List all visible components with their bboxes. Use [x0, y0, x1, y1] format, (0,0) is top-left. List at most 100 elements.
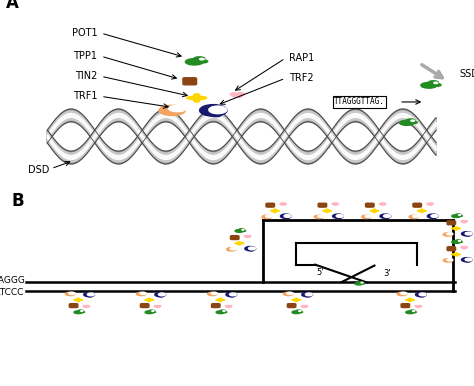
Ellipse shape — [420, 209, 423, 211]
Ellipse shape — [326, 209, 328, 211]
Text: TRF1: TRF1 — [73, 91, 97, 102]
Ellipse shape — [302, 306, 307, 307]
Ellipse shape — [281, 203, 285, 205]
Ellipse shape — [87, 293, 94, 296]
Ellipse shape — [418, 210, 422, 212]
Ellipse shape — [69, 292, 75, 295]
FancyBboxPatch shape — [140, 304, 149, 308]
Ellipse shape — [81, 311, 83, 312]
FancyBboxPatch shape — [211, 304, 220, 308]
Ellipse shape — [406, 311, 414, 314]
Ellipse shape — [337, 217, 341, 218]
Ellipse shape — [194, 57, 205, 60]
Ellipse shape — [265, 215, 272, 217]
Ellipse shape — [233, 95, 242, 97]
Ellipse shape — [365, 215, 371, 217]
Ellipse shape — [149, 310, 154, 312]
Text: 5': 5' — [316, 268, 324, 277]
Ellipse shape — [230, 93, 238, 95]
Text: TTAGGGTTAG.: TTAGGGTTAG. — [334, 98, 385, 107]
Ellipse shape — [145, 311, 154, 314]
Ellipse shape — [373, 210, 376, 211]
Ellipse shape — [458, 240, 461, 241]
Ellipse shape — [419, 293, 426, 296]
Ellipse shape — [232, 93, 242, 97]
Ellipse shape — [248, 247, 255, 250]
FancyBboxPatch shape — [413, 203, 421, 207]
Ellipse shape — [159, 105, 185, 115]
Ellipse shape — [370, 210, 374, 212]
Ellipse shape — [298, 312, 302, 313]
Ellipse shape — [336, 215, 343, 217]
Ellipse shape — [397, 292, 407, 296]
Ellipse shape — [447, 233, 453, 235]
Ellipse shape — [238, 243, 241, 244]
Ellipse shape — [230, 248, 236, 250]
Ellipse shape — [430, 203, 433, 204]
Ellipse shape — [418, 305, 421, 306]
Ellipse shape — [334, 204, 337, 205]
Ellipse shape — [406, 119, 415, 122]
Ellipse shape — [74, 311, 82, 314]
Ellipse shape — [465, 258, 472, 261]
Ellipse shape — [456, 254, 460, 255]
Ellipse shape — [326, 210, 328, 211]
Ellipse shape — [220, 310, 225, 312]
Ellipse shape — [208, 292, 217, 296]
Ellipse shape — [416, 306, 420, 307]
Ellipse shape — [314, 215, 324, 218]
Ellipse shape — [241, 230, 246, 231]
Ellipse shape — [155, 293, 165, 297]
Ellipse shape — [247, 235, 251, 237]
Ellipse shape — [462, 257, 472, 262]
Ellipse shape — [380, 203, 383, 204]
Ellipse shape — [238, 243, 241, 245]
Ellipse shape — [452, 215, 460, 217]
Ellipse shape — [428, 81, 438, 84]
Ellipse shape — [200, 58, 204, 60]
Ellipse shape — [359, 282, 363, 283]
Polygon shape — [47, 113, 436, 159]
Ellipse shape — [455, 228, 457, 229]
Ellipse shape — [283, 292, 293, 296]
Ellipse shape — [295, 300, 298, 301]
FancyBboxPatch shape — [318, 203, 327, 207]
Ellipse shape — [461, 221, 465, 222]
Ellipse shape — [383, 203, 386, 204]
Ellipse shape — [262, 215, 272, 218]
Ellipse shape — [463, 222, 466, 223]
Ellipse shape — [455, 227, 457, 229]
Ellipse shape — [155, 306, 160, 307]
Ellipse shape — [455, 253, 457, 254]
Ellipse shape — [416, 293, 426, 297]
Ellipse shape — [361, 282, 363, 283]
Ellipse shape — [362, 215, 371, 218]
Ellipse shape — [335, 203, 338, 204]
Ellipse shape — [333, 214, 343, 218]
Ellipse shape — [140, 292, 146, 295]
Ellipse shape — [245, 235, 248, 237]
Ellipse shape — [462, 247, 466, 249]
Ellipse shape — [409, 298, 411, 300]
Ellipse shape — [85, 306, 89, 307]
Ellipse shape — [169, 105, 186, 112]
Ellipse shape — [84, 293, 94, 297]
Ellipse shape — [86, 305, 90, 306]
Text: SSD: SSD — [460, 69, 474, 79]
Ellipse shape — [273, 210, 276, 211]
Ellipse shape — [452, 228, 456, 229]
FancyBboxPatch shape — [266, 203, 274, 207]
Text: AATCCC: AATCCC — [0, 288, 25, 297]
Ellipse shape — [447, 259, 453, 261]
Ellipse shape — [412, 311, 415, 312]
Ellipse shape — [434, 82, 438, 83]
Ellipse shape — [462, 232, 472, 236]
Ellipse shape — [152, 311, 154, 312]
Ellipse shape — [227, 306, 231, 307]
Ellipse shape — [235, 243, 239, 244]
Ellipse shape — [239, 229, 244, 230]
Ellipse shape — [409, 300, 411, 301]
Ellipse shape — [409, 215, 419, 218]
Ellipse shape — [210, 113, 221, 117]
Ellipse shape — [292, 311, 301, 314]
